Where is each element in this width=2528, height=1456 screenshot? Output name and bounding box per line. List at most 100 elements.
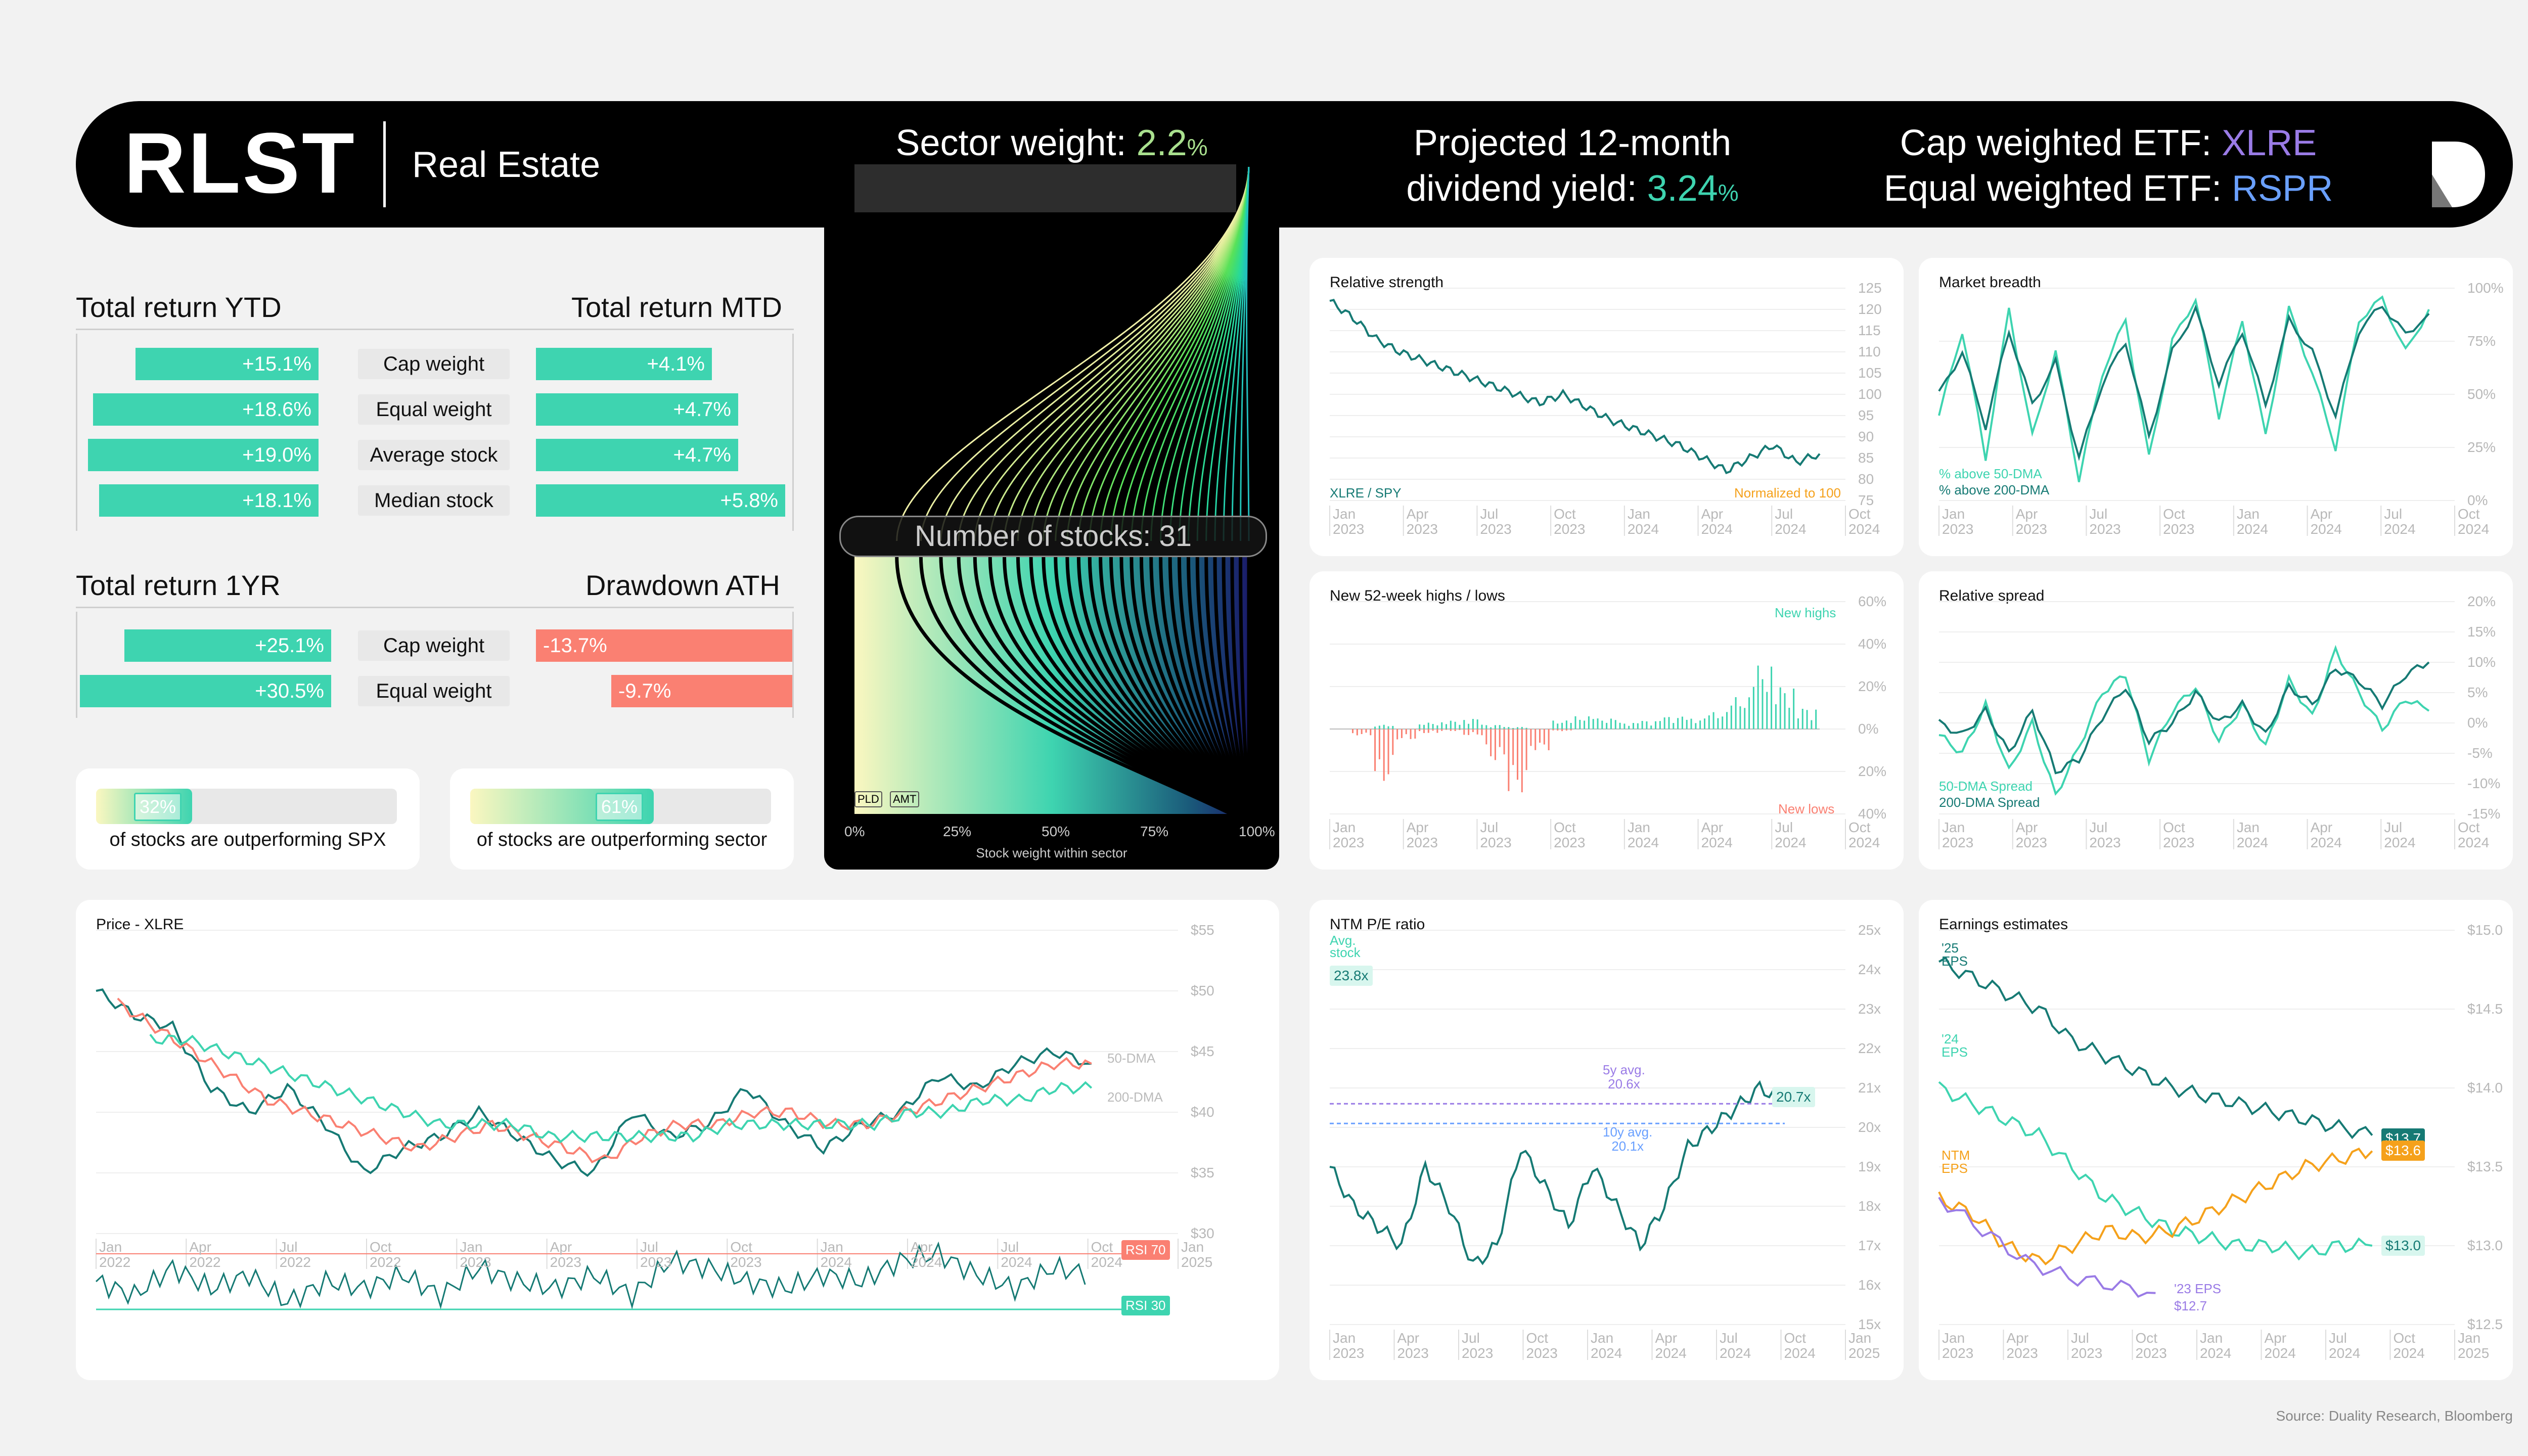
- y-tick: 75: [1858, 492, 1874, 508]
- y-tick: 10%: [2467, 654, 2496, 670]
- legend-item: % above 200-DMA: [1939, 482, 2050, 497]
- weight-curve: [896, 166, 1250, 541]
- x-tick: Jul 2024: [1001, 1239, 1032, 1270]
- weights-xtick: 25%: [943, 824, 972, 839]
- legend-item: % above 50-DMA: [1939, 466, 2042, 481]
- note: New lows: [1778, 801, 1835, 816]
- weight-curve: [989, 166, 1250, 541]
- low-bar: [1521, 729, 1523, 793]
- high-bar: [1797, 718, 1799, 729]
- y-tick: 115: [1858, 323, 1881, 338]
- y-tick: $12.5: [2467, 1316, 2503, 1332]
- high-bar: [1561, 722, 1563, 729]
- high-bar: [1614, 720, 1616, 729]
- row-label: Cap weight: [358, 349, 510, 379]
- y-tick: 40%: [1858, 636, 1887, 652]
- high-bar: [1521, 726, 1523, 729]
- note: '23 EPS: [2174, 1281, 2222, 1296]
- x-tick: Jan 2024: [2236, 820, 2269, 850]
- note: 200-DMA: [1107, 1089, 1163, 1105]
- high-bar: [1427, 722, 1429, 729]
- weight-boundary: [895, 556, 1232, 816]
- x-tick: Oct 2024: [2393, 1330, 2425, 1361]
- pe-last-tag: 20.7x: [1772, 1087, 1815, 1107]
- duality-logo-icon: [2432, 142, 2485, 207]
- low-bar: [1552, 729, 1554, 731]
- x-tick: Jan 2025: [1181, 1239, 1213, 1270]
- high-bar: [1815, 709, 1817, 729]
- x-tick: Jan 2024: [2200, 1330, 2232, 1361]
- x-tick: Jul 2023: [2089, 820, 2121, 850]
- low-bar: [1570, 729, 1572, 731]
- high-bar: [1659, 721, 1661, 729]
- high-bar: [1597, 718, 1599, 729]
- 1yr-bar: +30.5%: [80, 675, 331, 707]
- y-tick: 0%: [2467, 715, 2488, 731]
- low-bar: [1352, 729, 1354, 734]
- y-tick: 5%: [2467, 685, 2488, 700]
- y-tick: 15%: [2467, 624, 2496, 640]
- y-tick: 90: [1858, 429, 1874, 444]
- spx-text: of stocks are outperforming SPX: [109, 829, 386, 850]
- series-line: [1938, 1081, 2373, 1261]
- series-line: [1938, 1197, 2156, 1298]
- y-tick: -10%: [2467, 776, 2501, 791]
- pe-card: [1310, 900, 1904, 1380]
- header-divider: [383, 121, 386, 207]
- x-tick: Apr 2024: [1701, 506, 1733, 537]
- x-tick: Jul 2023: [1462, 1330, 1494, 1361]
- low-bar: [1361, 729, 1363, 734]
- x-tick: Oct 2024: [2458, 820, 2490, 850]
- y-tick: $55: [1191, 922, 1214, 938]
- relative-spread-card: [1919, 571, 2513, 870]
- x-tick: Oct 2022: [370, 1239, 401, 1270]
- x-tick: Jul 2024: [2384, 506, 2416, 537]
- low-bar: [1525, 729, 1527, 770]
- dividend-value: 3.24: [1647, 168, 1718, 209]
- low-bar: [1441, 729, 1443, 731]
- high-bar: [1757, 665, 1759, 729]
- high-bar: [1712, 712, 1714, 729]
- rsi70-tag: RSI 70: [1121, 1240, 1170, 1260]
- x-tick: Apr 2023: [550, 1239, 581, 1270]
- series-line: [1329, 1080, 1785, 1265]
- y-tick: 95: [1858, 407, 1874, 423]
- series-line: [1938, 295, 2430, 482]
- low-bar: [1401, 729, 1403, 738]
- 1yr-title: Total return 1YR: [76, 569, 281, 601]
- high-bar: [1574, 716, 1576, 729]
- low-bar: [1463, 729, 1465, 735]
- note: 10y avg. 20.1x: [1603, 1124, 1653, 1154]
- y-tick: -5%: [2467, 745, 2493, 761]
- low-bar: [1374, 729, 1376, 771]
- high-bar: [1779, 687, 1781, 729]
- x-tick: Oct 2023: [730, 1239, 762, 1270]
- high-bar: [1436, 725, 1438, 729]
- high-bar: [1490, 727, 1492, 729]
- x-tick: Oct 2023: [2135, 1330, 2167, 1361]
- high-bar: [1423, 724, 1425, 729]
- relative-spread-plot: [1938, 601, 2455, 849]
- cap-etf: XLRE: [2222, 123, 2317, 163]
- high-bar: [1673, 723, 1675, 729]
- low-bar: [1410, 729, 1412, 739]
- low-bar: [1534, 729, 1537, 750]
- y-tick: $40: [1191, 1104, 1214, 1120]
- ytd-bar: +18.1%: [99, 484, 319, 517]
- x-tick: Apr 2022: [189, 1239, 221, 1270]
- high-bar: [1726, 712, 1728, 729]
- x-tick: Jan 2023: [1942, 1330, 1974, 1361]
- spx-pct: 32%: [134, 793, 182, 821]
- y-tick: -15%: [2467, 806, 2501, 822]
- high-bar: [1463, 720, 1465, 729]
- high-bar: [1557, 723, 1559, 729]
- low-bar: [1423, 729, 1425, 733]
- high-bar: [1801, 709, 1803, 729]
- high-bar: [1663, 717, 1665, 729]
- high-bar: [1392, 725, 1394, 729]
- x-tick: Jan 2023: [1942, 506, 1974, 537]
- y-tick: 110: [1858, 344, 1881, 359]
- axis: [76, 334, 77, 531]
- x-tick: Oct 2024: [1848, 506, 1880, 537]
- x-tick: Oct 2023: [1526, 1330, 1558, 1361]
